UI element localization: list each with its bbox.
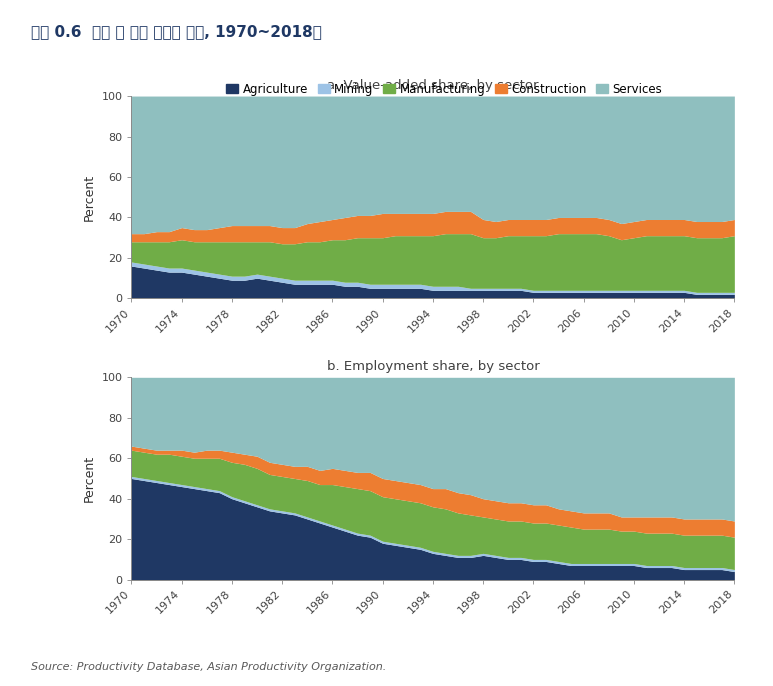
Title: a. Value-added share, by sector: a. Value-added share, by sector: [327, 79, 539, 92]
Title: b. Employment share, by sector: b. Employment share, by sector: [326, 360, 540, 373]
Legend: Agriculture, Mining, Manufacturing, Construction, Services: Agriculture, Mining, Manufacturing, Cons…: [222, 78, 667, 100]
Text: 그림 0.6  산업 및 고용 구조의 변화, 1970~2018년: 그림 0.6 산업 및 고용 구조의 변화, 1970~2018년: [31, 24, 322, 39]
Y-axis label: Percent: Percent: [83, 174, 96, 221]
Text: Source: Productivity Database, Asian Productivity Organization.: Source: Productivity Database, Asian Pro…: [31, 662, 387, 672]
Y-axis label: Percent: Percent: [83, 455, 96, 502]
